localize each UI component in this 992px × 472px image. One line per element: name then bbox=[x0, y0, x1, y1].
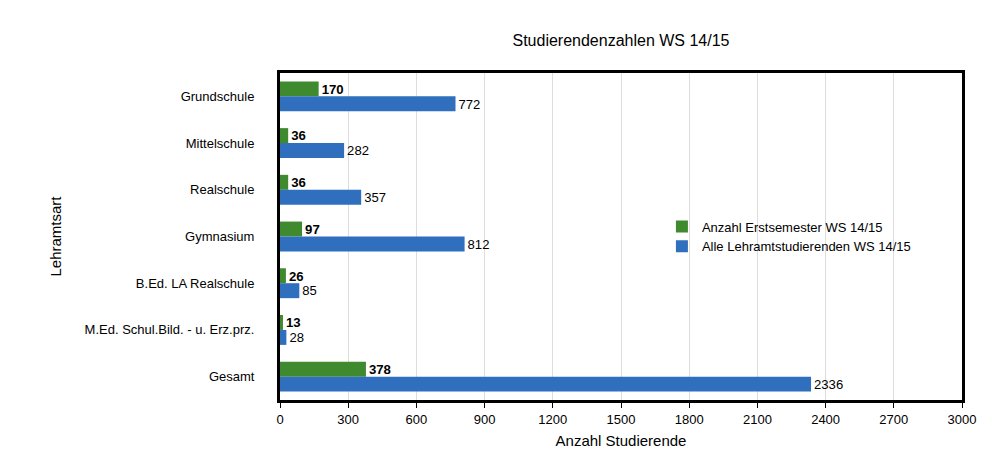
svg-text:85: 85 bbox=[302, 283, 317, 298]
svg-text:812: 812 bbox=[468, 237, 490, 252]
svg-text:36: 36 bbox=[291, 128, 306, 143]
svg-text:378: 378 bbox=[369, 362, 391, 377]
svg-text:2400: 2400 bbox=[811, 412, 840, 427]
svg-text:Anzahl Studierende: Anzahl Studierende bbox=[556, 432, 687, 449]
svg-text:170: 170 bbox=[322, 82, 344, 97]
svg-text:2100: 2100 bbox=[743, 412, 772, 427]
svg-text:1500: 1500 bbox=[607, 412, 636, 427]
svg-text:B.Ed. LA Realschule: B.Ed. LA Realschule bbox=[136, 276, 255, 291]
svg-text:2700: 2700 bbox=[879, 412, 908, 427]
svg-text:Anzahl Erstsemester WS 14/15: Anzahl Erstsemester WS 14/15 bbox=[702, 220, 883, 235]
svg-text:300: 300 bbox=[337, 412, 359, 427]
svg-text:Alle Lehramtstudierenden WS 14: Alle Lehramtstudierenden WS 14/15 bbox=[702, 239, 911, 254]
svg-text:Studierendenzahlen WS 14/15: Studierendenzahlen WS 14/15 bbox=[512, 32, 729, 49]
svg-text:1800: 1800 bbox=[675, 412, 704, 427]
svg-text:1200: 1200 bbox=[538, 412, 567, 427]
svg-text:2336: 2336 bbox=[814, 377, 843, 392]
svg-text:Lehramtsart: Lehramtsart bbox=[47, 196, 64, 277]
svg-text:36: 36 bbox=[291, 175, 306, 190]
svg-text:Mittelschule: Mittelschule bbox=[186, 136, 255, 151]
svg-text:26: 26 bbox=[289, 269, 304, 284]
svg-text:Realschule: Realschule bbox=[190, 182, 254, 197]
svg-text:97: 97 bbox=[305, 222, 320, 237]
svg-text:Grundschule: Grundschule bbox=[181, 89, 255, 104]
svg-text:13: 13 bbox=[286, 315, 301, 330]
svg-text:M.Ed. Schul.Bild. - u. Erz.prz: M.Ed. Schul.Bild. - u. Erz.prz. bbox=[85, 322, 255, 337]
svg-text:772: 772 bbox=[458, 97, 480, 112]
svg-text:Gesamt: Gesamt bbox=[209, 369, 255, 384]
svg-text:900: 900 bbox=[474, 412, 496, 427]
svg-text:600: 600 bbox=[406, 412, 428, 427]
svg-text:28: 28 bbox=[289, 330, 304, 345]
svg-text:0: 0 bbox=[276, 412, 283, 427]
svg-text:357: 357 bbox=[364, 190, 386, 205]
svg-text:3000: 3000 bbox=[948, 412, 977, 427]
svg-text:282: 282 bbox=[347, 143, 369, 158]
svg-text:Gymnasium: Gymnasium bbox=[185, 229, 254, 244]
